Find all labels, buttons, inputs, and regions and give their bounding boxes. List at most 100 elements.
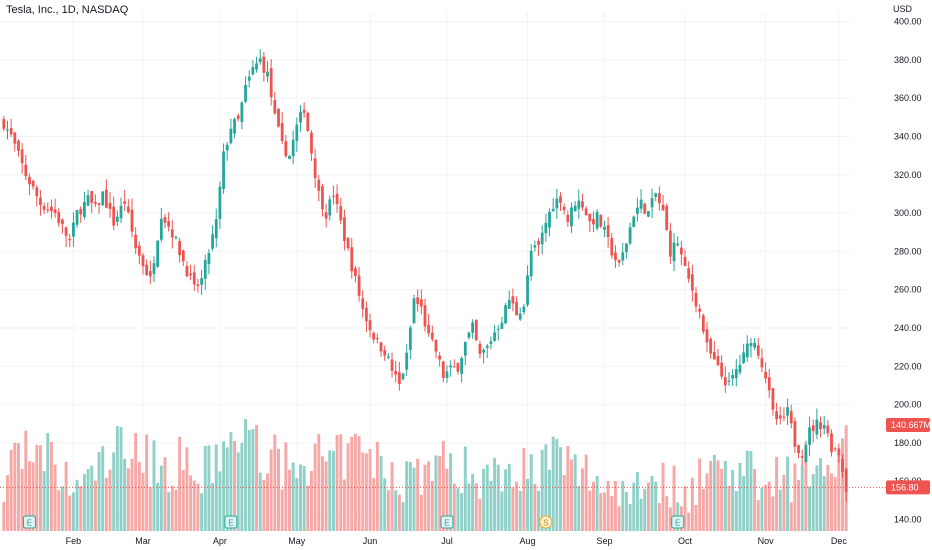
volume-bar bbox=[720, 468, 724, 531]
candle-body bbox=[797, 445, 800, 454]
candle-body bbox=[507, 300, 511, 309]
candle-body bbox=[526, 275, 529, 305]
candle-body bbox=[460, 358, 464, 374]
volume-bar bbox=[709, 460, 713, 531]
candle-body bbox=[815, 419, 819, 435]
candle-body bbox=[625, 243, 628, 253]
volume-bar bbox=[159, 465, 163, 531]
volume-bar bbox=[471, 474, 475, 531]
volume-bar bbox=[511, 487, 515, 531]
candle-body bbox=[745, 343, 749, 358]
y-tick-label: 340.00 bbox=[894, 131, 922, 141]
volume-bar bbox=[767, 481, 771, 531]
earnings-event-icon[interactable]: E bbox=[22, 515, 36, 529]
candle-body bbox=[493, 332, 496, 341]
volume-bar bbox=[390, 462, 394, 531]
candle-body bbox=[2, 119, 6, 129]
volume-bar bbox=[255, 425, 258, 531]
volume-bar bbox=[811, 474, 815, 531]
volume-bar bbox=[665, 496, 669, 531]
x-month-label: Mar bbox=[135, 536, 151, 546]
candle-body bbox=[793, 421, 797, 447]
candle-body bbox=[258, 58, 262, 63]
candle-body bbox=[408, 327, 412, 350]
volume-bar bbox=[797, 479, 801, 531]
volume-bar bbox=[174, 489, 178, 531]
earnings-event-icon[interactable]: E bbox=[440, 515, 454, 529]
candle-body bbox=[280, 122, 284, 141]
volume-bar bbox=[635, 472, 639, 531]
earnings-event-icon[interactable]: E bbox=[224, 515, 238, 529]
candle-body bbox=[778, 415, 782, 419]
candle-body bbox=[636, 207, 639, 214]
candle-body bbox=[277, 108, 280, 127]
candle-body bbox=[577, 200, 581, 209]
candle-body bbox=[452, 366, 456, 368]
volume-bar bbox=[841, 438, 844, 531]
volume-bar bbox=[610, 495, 614, 531]
volume-bar bbox=[756, 500, 760, 531]
volume-bar bbox=[800, 465, 804, 531]
candle-body bbox=[335, 193, 339, 205]
candle-body bbox=[97, 203, 101, 205]
volume-bar bbox=[474, 483, 478, 531]
volume-bar bbox=[101, 446, 105, 531]
earnings-event-icon[interactable]: E bbox=[671, 515, 685, 529]
candle-body bbox=[178, 240, 182, 256]
volume-bar bbox=[350, 436, 354, 531]
volume-bar bbox=[793, 463, 797, 531]
volume-bar bbox=[134, 433, 138, 531]
volume-bar bbox=[452, 483, 456, 531]
split-event-icon[interactable]: S bbox=[539, 515, 553, 529]
volume-bar bbox=[489, 480, 493, 531]
volume-bar bbox=[299, 464, 302, 531]
volume-bar bbox=[419, 494, 423, 531]
volume-bar bbox=[258, 472, 262, 531]
candle-body bbox=[291, 139, 295, 157]
y-tick-label: 360.00 bbox=[894, 93, 922, 103]
chart-title: Tesla, Inc., 1D, NASDAQ bbox=[6, 4, 129, 16]
candle-body bbox=[731, 374, 735, 379]
volume-bar bbox=[507, 463, 511, 531]
candle-body bbox=[533, 245, 537, 248]
volume-bar bbox=[375, 441, 379, 531]
volume-bar bbox=[71, 492, 75, 531]
y-tick-label: 300.00 bbox=[894, 208, 922, 218]
candle-body bbox=[405, 352, 409, 370]
candle-body bbox=[101, 191, 105, 205]
volume-bar bbox=[79, 486, 83, 531]
svg-text:E: E bbox=[228, 519, 233, 528]
candle-body bbox=[112, 206, 116, 226]
candle-body bbox=[621, 252, 625, 261]
volume-bar bbox=[178, 436, 182, 531]
volume-bar bbox=[295, 478, 299, 531]
volume-bar bbox=[533, 483, 537, 531]
candle-body bbox=[31, 180, 35, 187]
y-tick-label: 400.00 bbox=[894, 17, 922, 27]
candle-body bbox=[529, 250, 533, 277]
volume-bar bbox=[749, 451, 753, 531]
candle-body bbox=[375, 338, 379, 340]
candle-body bbox=[350, 247, 354, 272]
candle-body bbox=[156, 240, 160, 267]
candle-body bbox=[471, 322, 475, 333]
volume-bar bbox=[621, 481, 625, 531]
candle-body bbox=[306, 112, 310, 132]
candle-body bbox=[28, 176, 31, 185]
volume-bar bbox=[548, 469, 551, 531]
volume-bar bbox=[394, 490, 398, 531]
volume-bar bbox=[628, 503, 632, 531]
volume-bar bbox=[141, 472, 145, 531]
volume-bar bbox=[240, 442, 244, 531]
y-tick-label: 260.00 bbox=[894, 285, 922, 295]
candle-body bbox=[189, 273, 193, 276]
candle-body bbox=[786, 407, 789, 416]
candle-body bbox=[119, 205, 123, 219]
volume-bar bbox=[185, 447, 189, 531]
volume-bar bbox=[244, 419, 248, 531]
candle-body bbox=[716, 356, 720, 366]
candle-body bbox=[844, 468, 848, 492]
candle-body bbox=[229, 128, 233, 144]
volume-bar bbox=[690, 477, 694, 531]
